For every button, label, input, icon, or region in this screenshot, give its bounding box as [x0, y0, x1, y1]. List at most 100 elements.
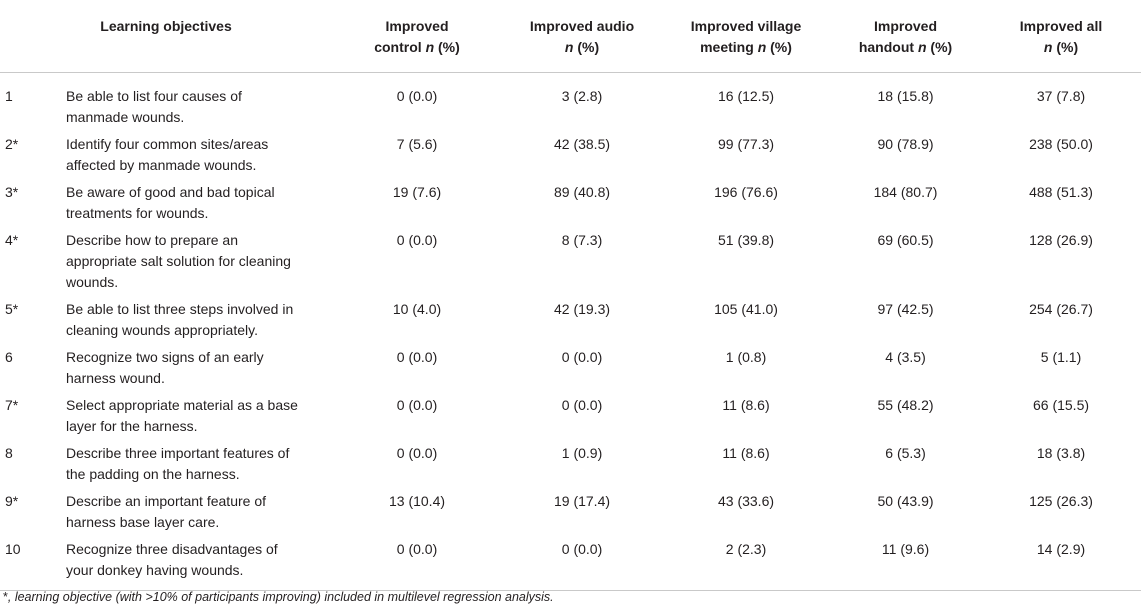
cell-handout: 6 (5.3)	[885, 445, 926, 461]
header-control-line1: Improved	[385, 18, 449, 34]
objective-line: wounds.	[66, 274, 119, 290]
header-improved-all: Improved all n (%)	[981, 2, 1142, 73]
header-objectives-label: Learning objectives	[100, 18, 232, 34]
cell-audio: 0 (0.0)	[502, 539, 663, 591]
table-row: 1 Be able to list four causes of manmade w…	[0, 73, 1141, 135]
cell-village: 196 (76.6)	[714, 184, 778, 200]
cell-village: 2 (2.3)	[662, 539, 831, 591]
objective-number: 10	[0, 539, 62, 591]
cell-control: 0 (0.0)	[332, 539, 503, 591]
cell-all: 5 (1.1)	[1040, 349, 1082, 365]
objective-text: Identify four common sites/areas affected…	[62, 134, 332, 182]
header-village-n: n	[757, 39, 767, 55]
cell-village: 16 (12.5)	[717, 88, 775, 104]
objective-line: treatments for wounds.	[66, 205, 209, 221]
objective-line: Select appropriate material as a base	[66, 397, 298, 413]
header-improved-village-meeting: Improved village meeting n (%)	[662, 2, 831, 73]
cell-handout: 4 (3.5)	[885, 349, 926, 365]
table-row: 9* Describe an important feature of harnes…	[0, 491, 1141, 539]
cell-all: 238 (50.0)	[1029, 136, 1093, 152]
cell-audio: 19 (17.4)	[553, 493, 611, 509]
objective-text: Describe an important feature of harness …	[62, 491, 332, 539]
header-learning-objectives: Learning objectives	[0, 2, 333, 73]
cell-audio: 1 (0.9)	[561, 445, 603, 461]
cell-audio: 3 (2.8)	[561, 88, 603, 104]
header-handout-line1: Improved	[874, 18, 938, 34]
cell-all: 14 (2.9)	[981, 539, 1142, 591]
objective-line: Be able to list three steps involved in	[66, 301, 294, 317]
objective-line: Describe how to prepare an	[66, 232, 238, 248]
table-row: 5* Be able to list three steps involved i…	[0, 299, 1141, 347]
cell-control: 13 (10.4)	[388, 493, 446, 509]
objective-number: 7*	[5, 397, 19, 413]
header-all-line1: Improved all	[1019, 18, 1103, 34]
results-table: Learning objectives Improved control n (%…	[0, 2, 1142, 591]
objective-number: 3*	[5, 184, 19, 200]
cell-handout: 69 (60.5)	[877, 232, 934, 248]
objective-text: Recognize three disadvantages of your don…	[62, 539, 333, 591]
objective-line: the padding on the harness.	[66, 466, 240, 482]
cell-audio: 8 (7.3)	[561, 232, 603, 248]
table-row: 8 Describe three important features of the…	[0, 443, 1141, 491]
cell-village: 51 (39.8)	[717, 232, 775, 248]
cell-control: 0 (0.0)	[396, 232, 438, 248]
header-row: Learning objectives Improved control n (%…	[0, 2, 1142, 73]
cell-audio: 0 (0.0)	[561, 349, 603, 365]
objective-text: Describe three important features of the …	[62, 443, 332, 491]
cell-village: 11 (8.6)	[722, 445, 770, 461]
objective-line: layer for the harness.	[66, 418, 198, 434]
objective-text: Be able to list three steps involved in c…	[62, 299, 332, 347]
cell-village: 99 (77.3)	[717, 136, 775, 152]
cell-all: 37 (7.8)	[1036, 88, 1086, 104]
cell-control: 7 (5.6)	[396, 136, 438, 152]
objective-line: manmade wounds.	[66, 109, 185, 125]
table-row: 10 Recognize three disadvantages of your d…	[0, 539, 1142, 591]
objective-line: Describe an important feature of	[66, 493, 266, 509]
cell-handout: 90 (78.9)	[877, 136, 934, 152]
objective-text: Recognize two signs of an early harness w…	[62, 347, 332, 395]
objective-number: 6	[5, 349, 13, 365]
objective-number: 2*	[5, 136, 19, 152]
cell-handout: 97 (42.5)	[877, 301, 934, 317]
objective-number: 1	[5, 88, 13, 104]
table-row: 4* Describe how to prepare an appropriate …	[0, 230, 1141, 299]
header-audio-line1: Improved audio	[529, 18, 635, 34]
header-village-pct: (%)	[770, 39, 792, 55]
objective-number: 4*	[5, 232, 19, 248]
table-row: 6 Recognize two signs of an early harness …	[0, 347, 1141, 395]
objective-text: Describe how to prepare an appropriate sa…	[62, 230, 332, 299]
objective-text: Select appropriate material as a base lay…	[62, 395, 332, 443]
cell-all: 66 (15.5)	[1032, 397, 1090, 413]
header-audio-pct: (%)	[577, 39, 600, 55]
cell-handout: 184 (80.7)	[873, 184, 938, 200]
footnote-text: , learning objective (with >10% of parti…	[7, 590, 554, 604]
cell-audio: 0 (0.0)	[561, 397, 603, 413]
cell-control: 0 (0.0)	[396, 88, 438, 104]
header-control-n: n	[425, 39, 435, 55]
header-handout-n: n	[917, 39, 927, 55]
cell-village: 11 (8.6)	[722, 397, 770, 413]
objective-line: Describe three important features of	[66, 445, 290, 461]
cell-handout: 18 (15.8)	[877, 88, 934, 104]
cell-all: 254 (26.7)	[1029, 301, 1093, 317]
table-row: 2* Identify four common sites/areas affect…	[0, 134, 1141, 182]
header-handout-line2: handout	[858, 39, 915, 55]
cell-control: 0 (0.0)	[396, 349, 438, 365]
header-improved-control: Improved control n (%)	[332, 2, 503, 73]
table-footnote: *, learning objective (with >10% of part…	[3, 590, 554, 604]
objective-number: 8	[5, 445, 13, 461]
objective-line: Be able to list four causes of	[66, 88, 242, 104]
objective-line: Be aware of good and bad topical	[66, 184, 275, 200]
header-all-pct: (%)	[1056, 39, 1079, 55]
cell-all: 488 (51.3)	[1029, 184, 1093, 200]
objective-line: Recognize two signs of an early	[66, 349, 264, 365]
objective-text: Be aware of good and bad topical treatmen…	[62, 182, 332, 230]
cell-control: 10 (4.0)	[392, 301, 442, 317]
objective-number: 9*	[5, 493, 19, 509]
table-row: 3* Be aware of good and bad topical treatm…	[0, 182, 1141, 230]
cell-village: 1 (0.8)	[725, 349, 767, 365]
header-village-line2: meeting	[700, 39, 754, 55]
cell-all: 128 (26.9)	[1029, 232, 1093, 248]
header-handout-pct: (%)	[930, 39, 953, 55]
